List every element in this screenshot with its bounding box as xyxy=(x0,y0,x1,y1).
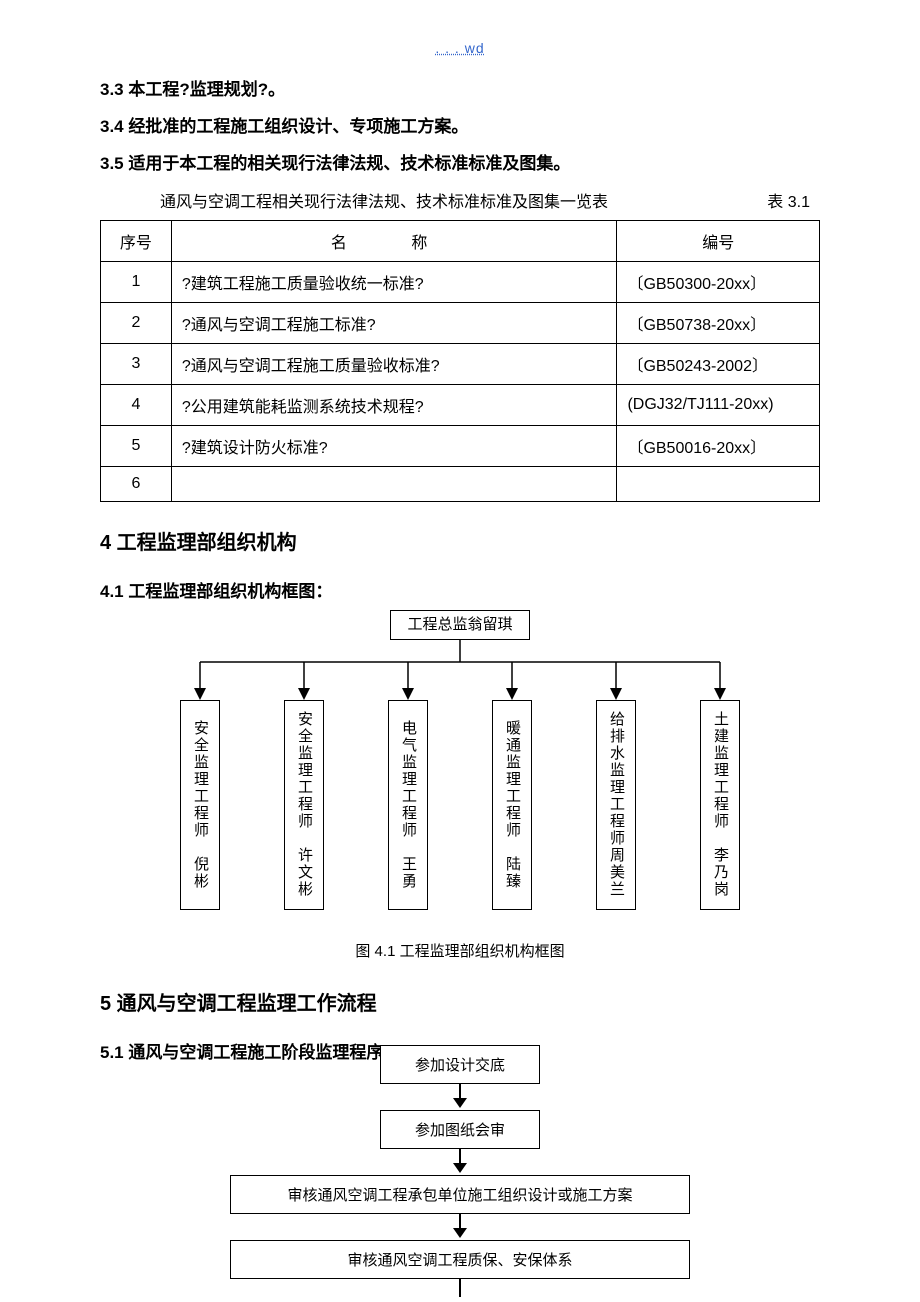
cell-name: ?通风与空调工程施工质量验收标准? xyxy=(171,343,617,384)
flow-arrow-icon xyxy=(450,1084,470,1110)
flow-node: 参加图纸会审 xyxy=(380,1110,540,1149)
th-seq: 序号 xyxy=(101,220,172,261)
org-child-node: 安全监理工程师 许文彬 xyxy=(284,700,324,910)
cell-seq: 1 xyxy=(101,261,172,302)
line-3-4: 3.4 经批准的工程施工组织设计、专项施工方案。 xyxy=(100,113,820,140)
table-caption-row: 通风与空调工程相关现行法律法规、技术标准标准及图集一览表 表 3.1 xyxy=(100,188,820,212)
cell-code: 〔GB50016-20xx〕 xyxy=(617,425,820,466)
cell-name xyxy=(171,466,617,501)
cell-code: 〔GB50300-20xx〕 xyxy=(617,261,820,302)
standards-table: 序号 名 称 编号 1 ?建筑工程施工质量验收统一标准? 〔GB50300-20… xyxy=(100,220,820,502)
flow-line xyxy=(459,1279,461,1297)
cell-code: 〔GB50738-20xx〕 xyxy=(617,302,820,343)
org-child-node: 安全监理工程师 倪彬 xyxy=(180,700,220,910)
org-child-node: 土建监理工程师 李乃岗 xyxy=(700,700,740,910)
table-caption-right: 表 3.1 xyxy=(767,188,810,212)
org-child-node: 电气监理工程师 王勇 xyxy=(388,700,428,910)
section-4-title: 4 工程监理部组织机构 xyxy=(100,526,820,555)
org-children-row: 安全监理工程师 倪彬 安全监理工程师 许文彬 电气监理工程师 王勇 暖通监理工程… xyxy=(180,700,740,910)
org-chart-caption: 图 4.1 工程监理部组织机构框图 xyxy=(100,940,820,961)
flow-arrow-icon xyxy=(450,1149,470,1175)
line-3-5: 3.5 适用于本工程的相关现行法律法规、技术标准标准及图集。 xyxy=(100,150,820,177)
cell-seq: 4 xyxy=(101,384,172,425)
cell-seq: 5 xyxy=(101,425,172,466)
header-link: . . . wd xyxy=(100,40,820,56)
flow-node: 参加设计交底 xyxy=(380,1045,540,1084)
table-row: 6 xyxy=(101,466,820,501)
section-5-title: 5 通风与空调工程监理工作流程 xyxy=(100,987,820,1016)
cell-seq: 6 xyxy=(101,466,172,501)
org-chart: 工程总监翁留琪 安全监理工程师 倪彬 安全监理工程师 许文彬 电气监理工程师 王… xyxy=(180,610,740,930)
cell-name: ?建筑设计防火标准? xyxy=(171,425,617,466)
table-row: 3 ?通风与空调工程施工质量验收标准? 〔GB50243-2002〕 xyxy=(101,343,820,384)
table-header-row: 序号 名 称 编号 xyxy=(101,220,820,261)
th-code: 编号 xyxy=(617,220,820,261)
line-3-3: 3.3 本工程?监理规划?。 xyxy=(100,76,820,103)
org-connector-lines xyxy=(180,640,740,700)
table-row: 4 ?公用建筑能耗监测系统技术规程? (DGJ32/TJ111-20xx) xyxy=(101,384,820,425)
table-row: 5 ?建筑设计防火标准? 〔GB50016-20xx〕 xyxy=(101,425,820,466)
table-row: 2 ?通风与空调工程施工标准? 〔GB50738-20xx〕 xyxy=(101,302,820,343)
cell-name: ?建筑工程施工质量验收统一标准? xyxy=(171,261,617,302)
table-row: 1 ?建筑工程施工质量验收统一标准? 〔GB50300-20xx〕 xyxy=(101,261,820,302)
cell-seq: 2 xyxy=(101,302,172,343)
th-name: 名 称 xyxy=(171,220,617,261)
table-caption-left: 通风与空调工程相关现行法律法规、技术标准标准及图集一览表 xyxy=(160,188,608,212)
cell-code xyxy=(617,466,820,501)
cell-name: ?公用建筑能耗监测系统技术规程? xyxy=(171,384,617,425)
org-child-node: 暖通监理工程师 陆臻 xyxy=(492,700,532,910)
org-child-node: 给排水监理工程师周美兰 xyxy=(596,700,636,910)
cell-name: ?通风与空调工程施工标准? xyxy=(171,302,617,343)
section-4-1-title: 4.1 工程监理部组织机构框图： xyxy=(100,577,820,602)
cell-seq: 3 xyxy=(101,343,172,384)
flow-arrow-icon xyxy=(450,1214,470,1240)
cell-code: 〔GB50243-2002〕 xyxy=(617,343,820,384)
flowchart: 参加设计交底 参加图纸会审 审核通风空调工程承包单位施工组织设计或施工方案 审核… xyxy=(210,1045,710,1297)
cell-code: (DGJ32/TJ111-20xx) xyxy=(617,384,820,425)
org-top-node: 工程总监翁留琪 xyxy=(390,610,530,640)
flow-node: 审核通风空调工程质保、安保体系 xyxy=(230,1240,690,1279)
flow-node: 审核通风空调工程承包单位施工组织设计或施工方案 xyxy=(230,1175,690,1214)
